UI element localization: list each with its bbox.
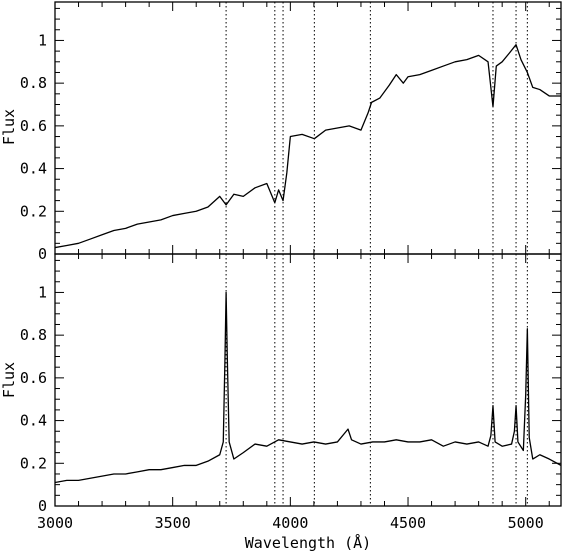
top-y-tick-label: 0.4 [20,160,47,178]
top-panel: 0 0.2 0.4 0.6 0.8 1 [20,1,562,263]
bottom-y-axis-label: Flux [0,362,18,398]
bottom-y-tick-label: 1 [38,283,47,301]
top-y-tick-label: 0.6 [20,117,47,135]
bottom-x-tick-label: 4500 [390,514,426,532]
top-spectrum-line [55,44,561,249]
bottom-x-tick-label: 3000 [37,514,73,532]
top-y-tick-label: 1 [38,31,47,49]
bottom-y-tick-label: 0.4 [20,412,47,430]
top-y-tick-label: 0.8 [20,74,47,92]
bottom-y-tick-label: 0 [38,497,47,515]
top-y-tick-label: 0 [38,245,47,263]
top-y-tick-label: 0.2 [20,202,47,220]
bottom-x-tick-label: 4000 [272,514,308,532]
bottom-y-tick-label: 0.2 [20,454,47,472]
top-y-axis-label: Flux [0,109,18,145]
bottom-x-tick-label: 3500 [155,514,191,532]
bottom-y-tick-label: 0.6 [20,369,47,387]
bottom-y-tick-label: 0.8 [20,326,47,344]
bottom-spectrum-line [55,291,561,484]
bottom-panel: 0 0.2 0.4 0.6 0.8 1 3000 3500 4000 4500 5000 [20,253,562,532]
top-plot-frame [54,1,562,255]
bottom-x-tick-label: 5000 [508,514,544,532]
x-axis-label: Wavelength (Å) [245,533,371,552]
bottom-plot-frame [54,253,562,507]
